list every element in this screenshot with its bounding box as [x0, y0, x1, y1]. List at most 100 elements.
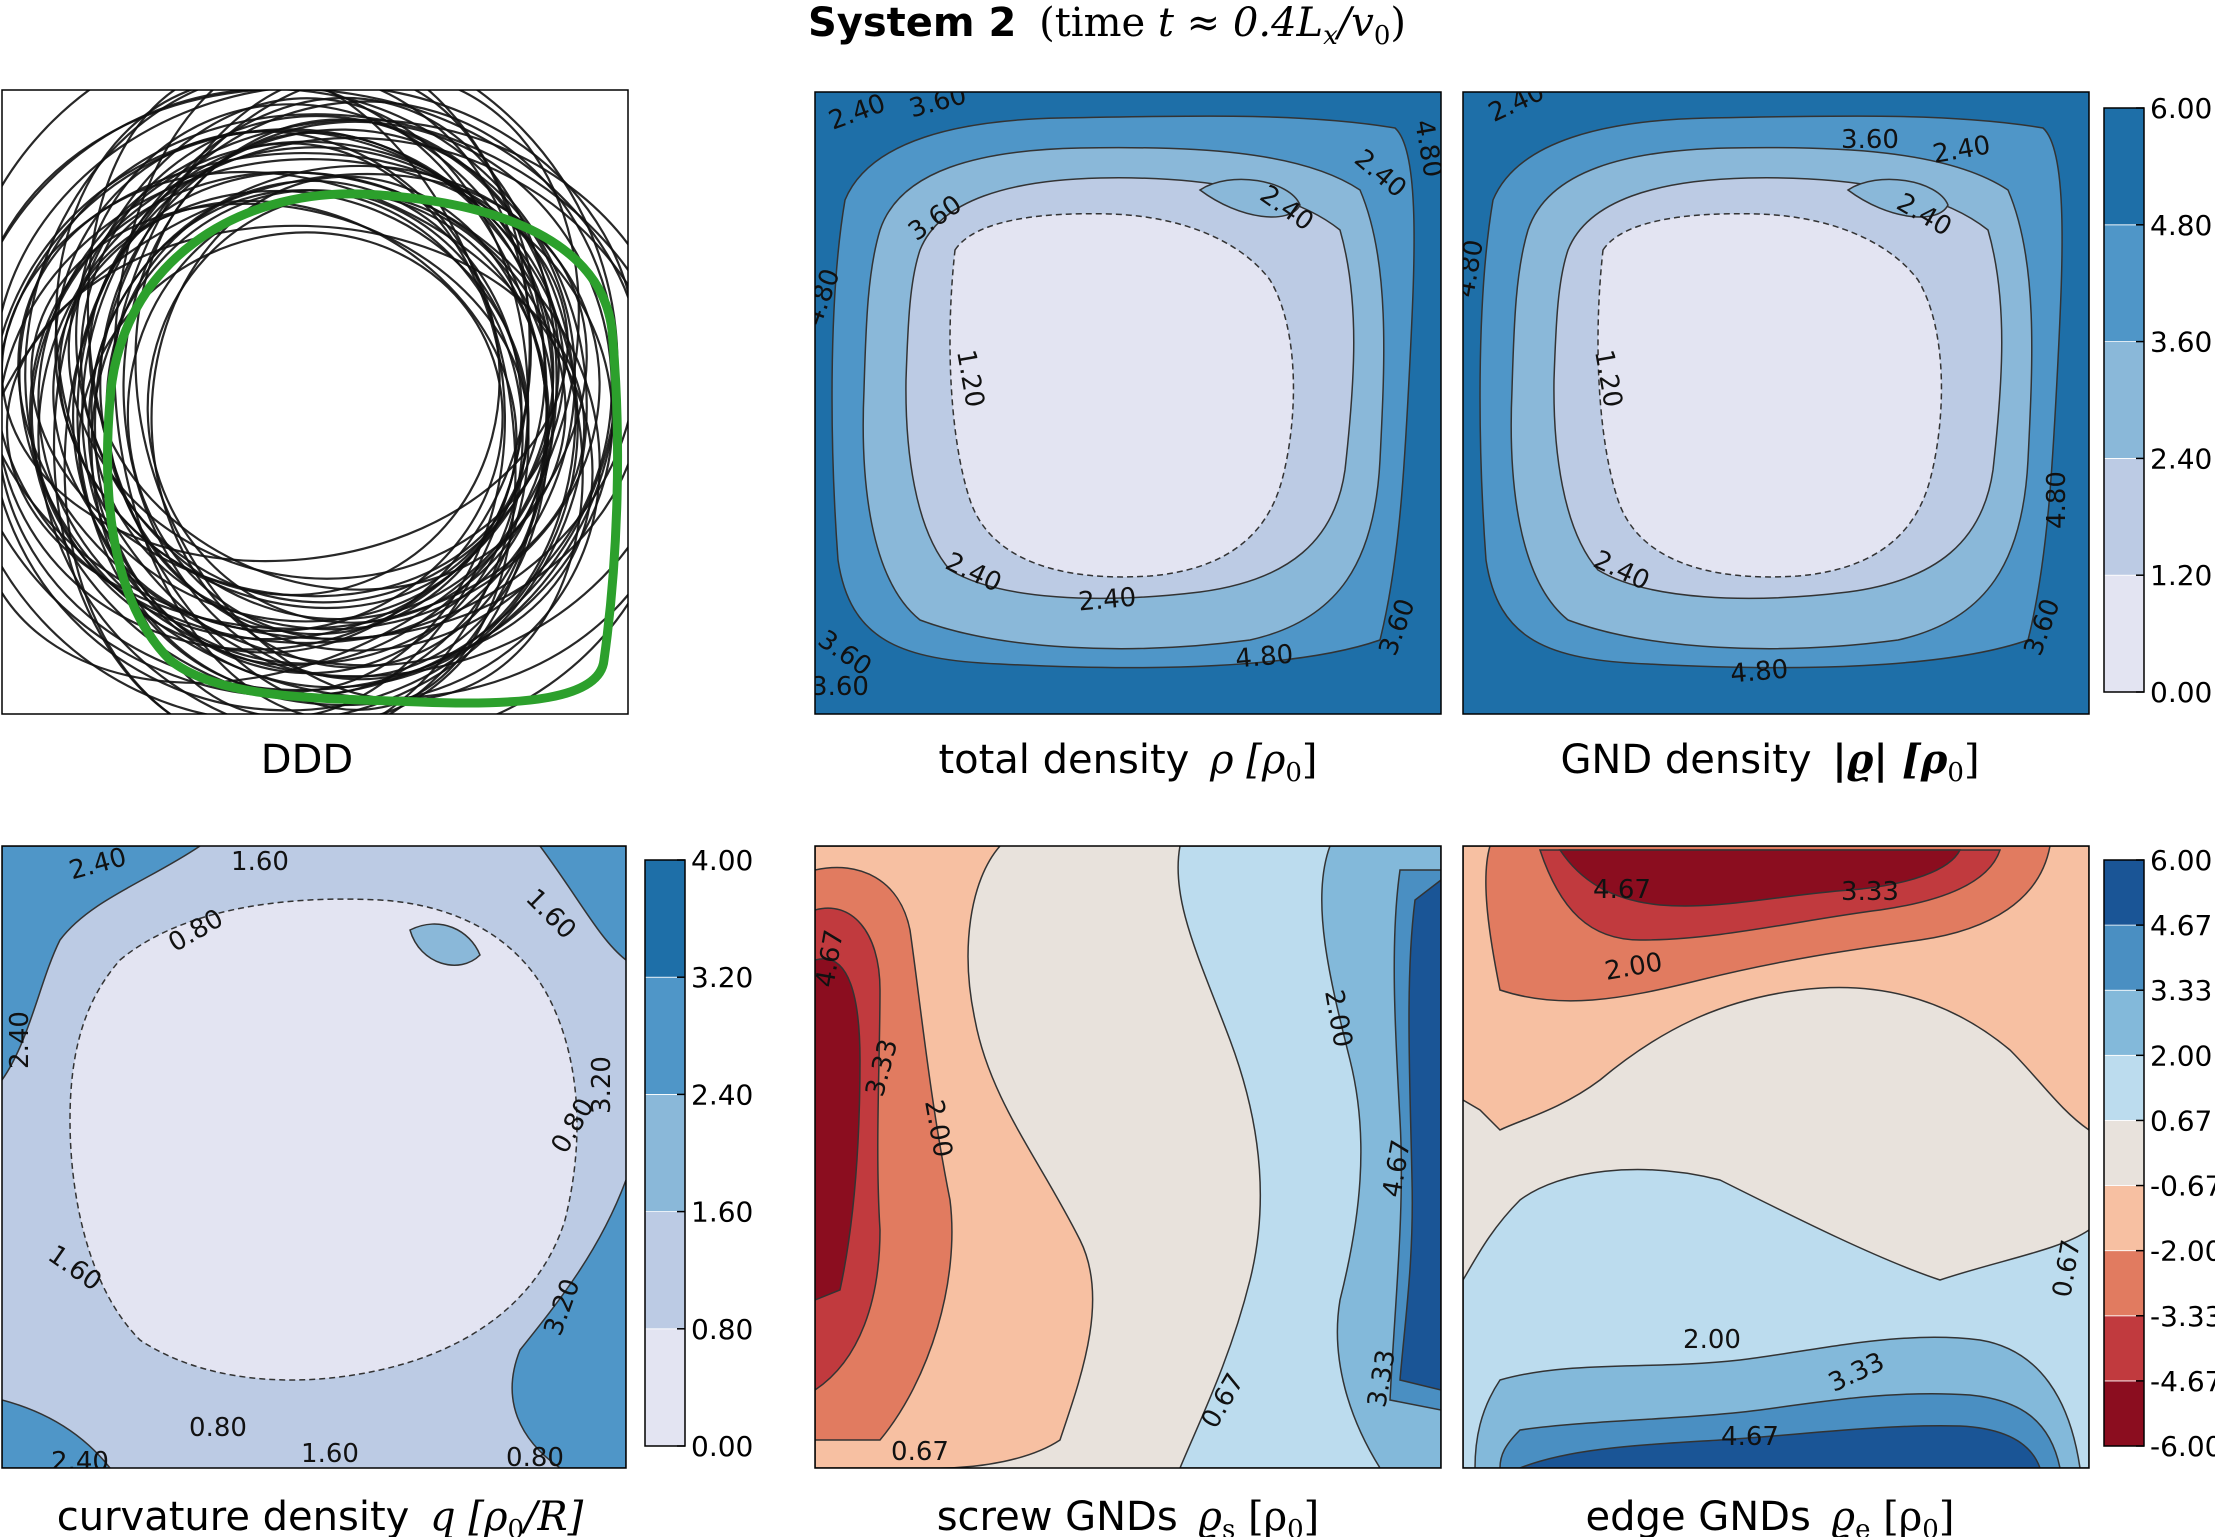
ddd-loop: [29, 171, 601, 707]
curv-contours: 2.40 1.600.80 1.600.801.602.403.200.803.20…: [2, 846, 626, 1477]
title-tail: /v: [1334, 0, 1374, 46]
screw-neg-4: [815, 957, 861, 1301]
contour-label: 2.00: [1683, 1325, 1741, 1355]
contour-label: 2.40: [1077, 583, 1137, 618]
colorbar-gnd-components: 6.00 4.67 3.33 2.00 0.67 -0.67 -2.00 -3.33 -4.67…: [2103, 844, 2215, 1463]
colorbar-frame: [2103, 859, 2145, 1447]
colorbar-segment: [2103, 224, 2145, 343]
panel-ddd: DDD: [1, 89, 629, 783]
colorbar-frame: [2103, 107, 2145, 693]
colorbar-segment: [644, 976, 686, 1095]
contour-label: 4.80: [1234, 640, 1294, 675]
colorbar-tick-label: 2.40: [2150, 442, 2212, 475]
edge-frame: [1462, 845, 2090, 1469]
colorbar-tick-label: 0.00: [2150, 676, 2212, 709]
colorbar-tick-label: 4.80: [2150, 209, 2212, 242]
panel-screw-gnds: 4.673.332.002.004.673.330.670.67 screw G…: [814, 845, 1442, 1537]
colorbar-density: 6.00 4.80 3.60 2.40 1.20 0.00: [2103, 92, 2212, 709]
colorbar-tick-label: -6.00: [2150, 1430, 2215, 1463]
gnd-island: [1846, 178, 1949, 218]
gnd-frame: [1462, 91, 2090, 715]
ddd-loop: [37, 136, 628, 714]
colorbar-segment: [2103, 1054, 2145, 1121]
colorbar-segment: [2103, 1315, 2145, 1382]
title-sub2: 0: [1374, 21, 1391, 51]
colorbar-frame: [644, 859, 686, 1447]
contour-label: 3.33: [1841, 877, 1899, 907]
ddd-loop: [2, 129, 579, 712]
ddd-loop: [90, 164, 601, 631]
colorbar-tick-label: -2.00: [2150, 1235, 2215, 1268]
curv-corner-tl: [2, 846, 202, 1082]
title-rest: (time: [1039, 0, 1158, 46]
ddd-loop: [2, 90, 628, 645]
ddd-loop: [2, 172, 588, 684]
colorbar-tick-label: 0.80: [691, 1313, 753, 1346]
colorbar-segment: [644, 1211, 686, 1330]
edge-pos-4: [1519, 1425, 2041, 1468]
colorbar-segment: [644, 1094, 686, 1213]
ddd-loop: [5, 224, 586, 630]
colorbar-segment: [2103, 107, 2145, 226]
panel-total-density: 2.40 3.602.402.403.604.801.202.402.404.80…: [811, 91, 1442, 788]
colorbar-tick-label: -0.67: [2150, 1170, 2215, 1203]
panel-gnd-density: 2.403.60 2.402.404.801.202.404.803.604.80…: [1462, 91, 2212, 788]
gnd-level-0: [1597, 212, 1943, 578]
ddd-loop: [87, 189, 524, 675]
contour-label: 0.67: [891, 1437, 949, 1467]
ddd-loop: [2, 158, 614, 692]
colorbar-segment: [2103, 1120, 2145, 1186]
contour-label: 3.20: [587, 1056, 617, 1114]
contour-label: 3.60: [811, 672, 869, 702]
total-island: [1198, 178, 1301, 218]
curv-frame: [1, 845, 627, 1469]
colorbar-tick-label: 4.67: [2150, 909, 2212, 942]
screw-pos-4: [1399, 879, 1441, 1391]
total-caption: total density ρ [ρ0]: [938, 737, 1317, 788]
title-math: t ≈ 0.4L: [1158, 0, 1323, 46]
curv-corner-br: [511, 1179, 626, 1468]
edge-caption: edge GNDs ϱe [ρ0]: [1586, 1494, 1955, 1537]
colorbar-segment: [2103, 1185, 2145, 1252]
total-level-0: [949, 212, 1295, 578]
curv-island: [409, 923, 481, 966]
total-frame: [814, 91, 1442, 715]
title-sub: x: [1323, 21, 1338, 51]
colorbar-segment: [644, 1328, 686, 1447]
title-bold: System 2: [808, 0, 1016, 46]
colorbar-segment: [644, 859, 686, 978]
title-close: ): [1390, 0, 1406, 46]
colorbar-tick-label: 3.20: [691, 961, 753, 994]
ddd-loop: [71, 128, 577, 665]
contour-label: 0.80: [189, 1413, 247, 1443]
contour-label: 4.80: [2042, 471, 2072, 529]
ddd-highlight-loop: [103, 189, 623, 708]
contour-label: 1.60: [231, 847, 289, 877]
colorbar-segment: [2103, 341, 2145, 459]
ddd-loop: [2, 90, 628, 640]
contour-label: 1.60: [301, 1439, 359, 1469]
ddd-loops: [2, 90, 628, 714]
screw-frame: [814, 845, 1442, 1469]
colorbar-tick-label: 2.40: [691, 1078, 753, 1111]
colorbar-segment: [2103, 457, 2145, 576]
ddd-frame: [1, 89, 629, 715]
colorbar-tick-label: -4.67: [2150, 1365, 2215, 1398]
contour-label: 0.80: [506, 1443, 564, 1473]
edge-contours: 4.67 3.332.002.003.334.670.67: [1463, 846, 2089, 1468]
colorbar-tick-label: 3.60: [2150, 326, 2212, 359]
screw-caption: screw GNDs ϱs [ρ0]: [937, 1494, 1320, 1537]
screw-contours: 4.673.332.002.004.673.330.670.67: [815, 846, 1441, 1468]
panel-edge-gnds: 4.67 3.33 2.00 2.00 3.33 4.67 0.67 edge GNDs ϱ…: [1462, 844, 2215, 1537]
curv-level-0: [69, 898, 578, 1381]
curv-caption: curvature density q [ρ0/R]: [57, 1494, 584, 1537]
gnd-contours: 2.403.60 2.402.404.801.202.404.803.604.80: [1463, 92, 2089, 714]
ddd-loop: [134, 131, 584, 701]
colorbar-segment: [2103, 574, 2145, 693]
contour-label: 2.40: [5, 1011, 35, 1069]
colorbar-segment: [2103, 989, 2145, 1056]
colorbar-tick-label: 4.00: [691, 844, 753, 877]
ddd-caption: DDD: [261, 737, 353, 783]
colorbar-segment: [2103, 1380, 2145, 1447]
contour-label: 2.40: [51, 1447, 109, 1477]
